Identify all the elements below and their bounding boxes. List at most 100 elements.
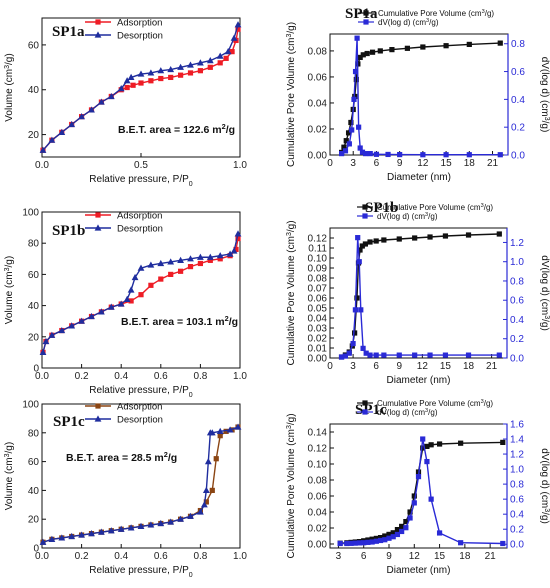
data-point [348,119,354,126]
data-point [107,92,115,100]
data-point [157,519,165,527]
data-point [197,59,204,66]
legend-marker [362,213,368,219]
data-point [207,257,213,263]
x-tick-label: 12 [409,551,421,562]
x-tick-label: 12 [417,158,429,169]
data-point [235,26,241,32]
data-point [363,151,369,157]
data-point [442,233,449,239]
data-point [233,246,239,253]
data-point [381,237,387,243]
legend-marker [362,400,368,406]
data-point [382,537,388,543]
data-point [98,308,105,315]
y-tick-label: 0.00 [308,540,328,551]
text-span: /g) [539,512,550,524]
legend-label: dV(log d) (cm3/g) [378,18,439,27]
data-point [373,151,380,157]
x-tick-label: 15 [440,361,452,372]
text-span: /g) [484,203,494,212]
data-point [396,236,402,242]
x-tick-label: 18 [463,361,475,372]
y-tick-label: 0.02 [308,334,328,345]
legend-marker [362,204,368,210]
text-span: Relative pressure, P/P [89,174,189,185]
text-span: Cumulative Pore Volume (cm [377,203,481,212]
text-span: Relative pressure, P/P [89,385,189,396]
text-span: /g) [539,319,550,331]
x-tick-label: 0.6 [154,551,168,562]
legend-label: Cumulative Pore Volume (cm3/g) [377,203,493,212]
y-tick-label: 0 [33,364,39,375]
data-point [389,47,395,53]
y-tick-label: 40 [28,486,40,497]
legend-marker [363,19,369,25]
y2-tick-label: 1.4 [510,435,524,446]
data-point [88,106,95,113]
series-dv-log-d-cm-g- [339,35,503,158]
data-point [187,61,194,68]
bet-area-annotation: B.E.T. area = 103.1 m2/g [121,314,238,329]
data-point [234,423,242,430]
y-axis-label: Cumulative Pore Volume (cm3/g) [286,22,298,167]
y-tick-label: 60 [28,270,40,281]
data-point [177,515,184,522]
x-tick-label: 9 [386,551,392,562]
data-point [58,534,66,541]
text-span: 3 [4,65,11,69]
data-point [107,303,115,310]
data-point [411,500,417,506]
text-span: /g) [485,9,495,18]
y-tick-label: 0.04 [308,508,328,519]
text-span: Cumulative Pore Volume (cm [378,9,482,18]
data-point [338,354,345,360]
y-tick-label: 0.08 [308,476,328,487]
x-tick-label: 0 [327,361,333,372]
y2-tick-label: 0.8 [510,480,524,491]
y2-tick-label: 0.0 [510,354,524,365]
y-tick-label: 20 [28,332,40,343]
y-tick-label: 40 [28,85,40,96]
data-point [209,487,215,493]
series-adsorption [40,235,241,355]
data-point [138,80,144,86]
data-point [341,144,347,150]
x-tick-label: 0.8 [193,371,207,382]
data-point [427,352,433,358]
data-point [364,50,370,57]
text-span: 3 [286,34,293,38]
text-span: /g) [286,22,297,34]
data-point [436,441,443,447]
y2-tick-label: 1.2 [510,238,524,249]
data-point [123,295,131,302]
data-point [500,540,506,547]
data-point [362,241,368,247]
y-tick-label: 60 [28,457,40,468]
y-tick-label: 40 [28,301,40,312]
chart-title: SP1a [345,6,378,22]
data-point [465,232,472,238]
text-span: /g) [484,399,494,408]
data-point [373,538,379,544]
data-point [458,440,464,446]
legend-marker [94,31,102,38]
text-span: /g [226,124,235,136]
data-point [360,52,366,58]
data-point [187,512,194,519]
legend-label: Cumulative Pore Volume (cm3/g) [377,399,493,408]
y2-tick-label: 0.6 [510,495,524,506]
data-point [424,443,430,449]
y-tick-label: 0 [33,544,39,555]
data-point [68,532,76,540]
data-point [229,49,235,55]
data-point [124,84,130,91]
data-point [235,235,241,242]
data-point [48,535,56,542]
series-dv-log-d-cm-g- [338,235,502,360]
text-span: 0 [189,392,193,399]
text-span: 2 [222,122,226,131]
x-axis-label: Diameter (nm) [387,172,451,183]
text-span: /g [168,452,177,464]
